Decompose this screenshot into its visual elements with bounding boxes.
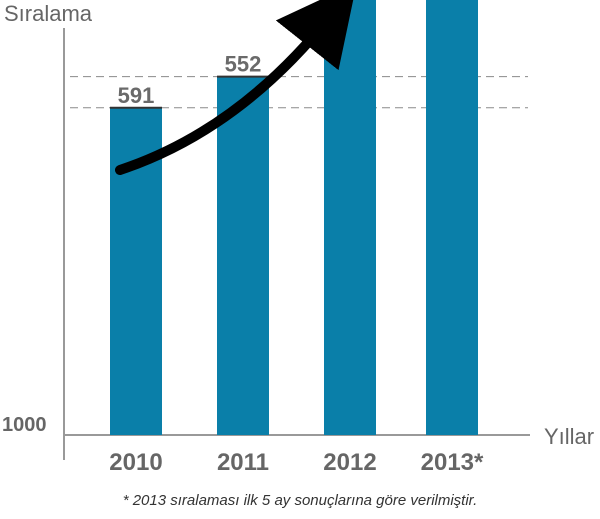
category-labels: 2010 2011 2012 2013* xyxy=(109,449,484,476)
category-label: 2013* xyxy=(421,449,484,476)
value-labels: 591552345298 xyxy=(118,52,262,108)
bars-group xyxy=(110,0,478,436)
category-label: 2012 xyxy=(323,449,376,476)
category-label: 2011 xyxy=(217,449,269,476)
bar-2013* xyxy=(426,0,478,435)
y-axis-title: Sıralama xyxy=(4,1,93,26)
category-label: 2010 xyxy=(109,449,162,476)
trend-arrow-icon xyxy=(115,0,357,175)
value-label: 591 xyxy=(118,83,155,108)
bar-2012 xyxy=(324,0,376,435)
value-label: 552 xyxy=(225,52,262,77)
y-baseline-label: 1000 xyxy=(2,414,47,436)
bar-2011 xyxy=(217,76,269,435)
x-axis-title: Yıllar xyxy=(544,424,594,449)
footnote: * 2013 sıralaması ilk 5 ay sonuçlarına g… xyxy=(122,492,478,509)
